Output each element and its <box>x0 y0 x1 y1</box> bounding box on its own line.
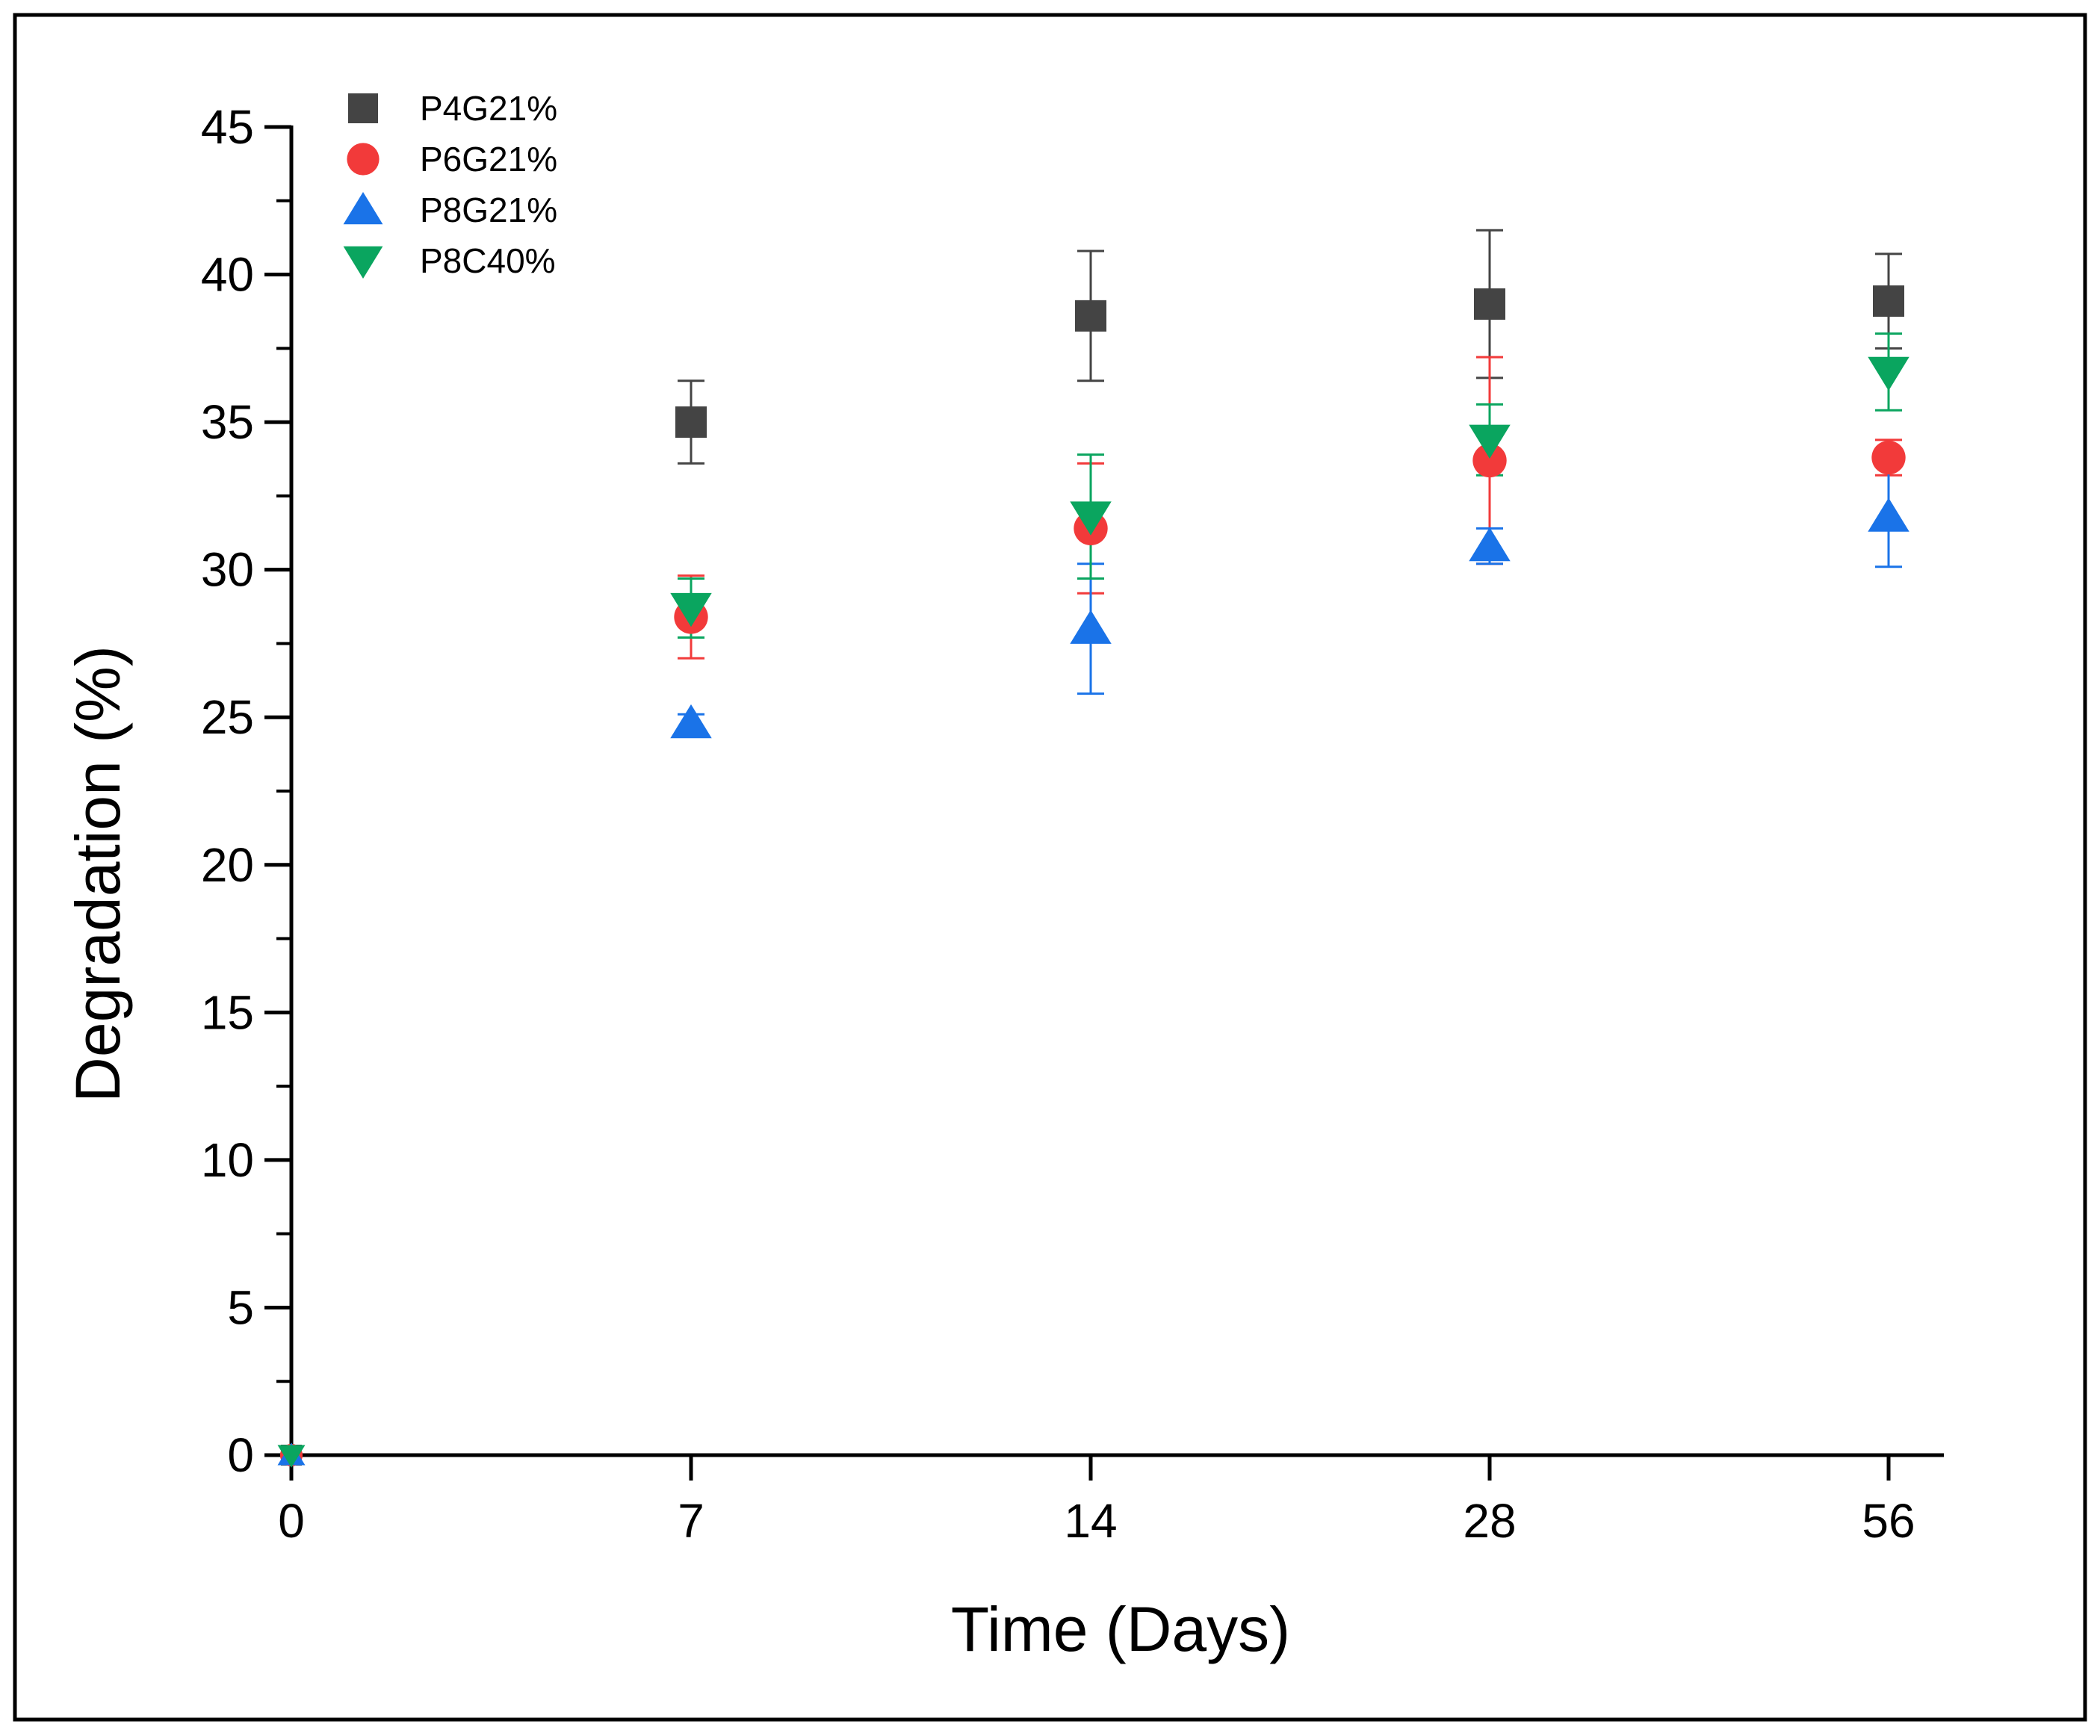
y-tick-label: 5 <box>227 1280 254 1334</box>
legend-label-p6g21: P6G21% <box>420 140 557 179</box>
data-point-p8c40 <box>1469 424 1511 459</box>
y-tick-label: 0 <box>227 1428 254 1482</box>
y-tick-label: 45 <box>201 100 254 154</box>
x-tick-label: 56 <box>1862 1494 1915 1548</box>
y-tick-label: 10 <box>201 1133 254 1187</box>
data-point-p4g21 <box>1075 300 1106 332</box>
data-point-p4g21 <box>675 406 707 438</box>
y-tick-label: 30 <box>201 543 254 597</box>
y-tick-label: 40 <box>201 248 254 302</box>
y-tick-label: 20 <box>201 838 254 892</box>
x-tick-label: 14 <box>1064 1494 1117 1548</box>
y-axis-title: Degradation (%) <box>63 645 133 1103</box>
data-point-p8c40 <box>1070 501 1112 536</box>
chart-frame <box>13 13 2087 1722</box>
legend-label-p8c40: P8C40% <box>420 241 556 280</box>
y-tick-label: 35 <box>201 395 254 449</box>
data-point-p8g21 <box>1469 527 1511 562</box>
legend-marker-p6g21 <box>347 143 380 176</box>
x-axis-title: Time (Days) <box>951 1594 1290 1664</box>
data-point-p4g21 <box>1873 285 1904 317</box>
data-point-p8c40 <box>277 1445 306 1468</box>
data-point-p6g21 <box>1472 443 1507 478</box>
data-point-p8c40 <box>1868 356 1909 391</box>
data-point-p8g21 <box>1070 610 1112 644</box>
data-point-p8c40 <box>670 592 712 627</box>
legend-label-p4g21: P4G21% <box>420 89 557 128</box>
y-tick-label: 25 <box>201 690 254 744</box>
legend-marker-p8g21 <box>343 192 383 225</box>
data-point-p4g21 <box>1474 288 1505 320</box>
data-point-p6g21 <box>1871 440 1906 475</box>
data-point-p8g21 <box>1868 497 1909 532</box>
legend-marker-p8c40 <box>343 246 383 279</box>
x-tick-label: 28 <box>1463 1494 1516 1548</box>
legend-marker-p4g21 <box>348 93 378 123</box>
legend-label-p8g21: P8G21% <box>420 190 557 229</box>
x-tick-label: 7 <box>678 1494 704 1548</box>
data-point-p8g21 <box>670 704 712 739</box>
x-tick-label: 0 <box>278 1494 305 1548</box>
y-tick-label: 15 <box>201 985 254 1039</box>
